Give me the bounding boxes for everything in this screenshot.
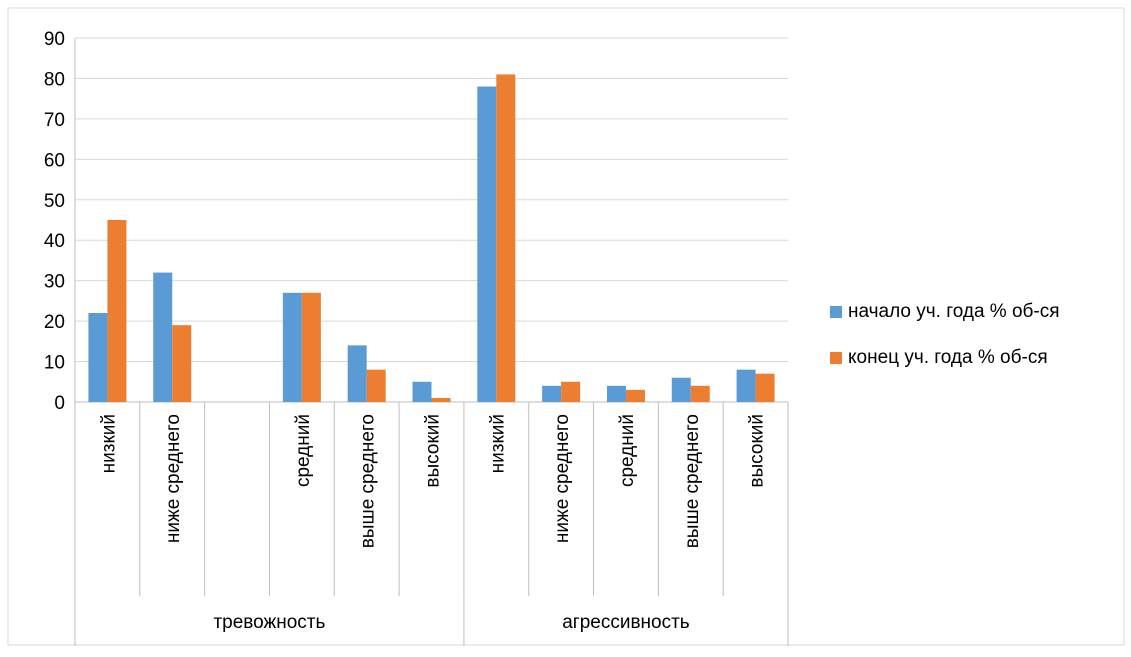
y-tick-label: 40 [44,231,65,252]
bar-start [412,381,432,402]
bar-end [561,381,581,402]
bar-end [301,292,321,402]
y-tick-label: 50 [44,191,65,212]
x-tick-label: средний [617,414,638,487]
legend-swatch [830,306,842,318]
y-tick-label: 30 [44,272,65,293]
legend-item: начало уч. года % об-ся [830,300,1060,324]
bar-start [477,86,497,403]
bar-end [431,397,451,402]
legend-item: конец уч. года % об-ся [830,346,1060,370]
x-tick-label: выше среднего [682,414,703,548]
group-label: тревожность [213,612,325,633]
bar-start [542,385,562,402]
bar-end [496,74,516,403]
bar-start [347,345,367,402]
group-label: агрессивность [562,612,690,633]
y-tick-label: 80 [44,69,65,90]
bar-start [282,292,302,402]
x-tick-label: средний [293,414,314,487]
x-tick-label: низкий [487,414,508,473]
bar-end [690,385,710,402]
bar-end [625,389,645,402]
y-tick-label: 10 [44,353,65,374]
legend-label: начало уч. года % об-ся [848,301,1060,322]
legend-label: конец уч. года % об-ся [848,347,1048,368]
bar-start [153,272,173,402]
x-tick-label: выше среднего [358,414,379,548]
y-tick-label: 70 [44,110,65,131]
bar-end [107,220,127,402]
y-tick-label: 0 [54,393,65,414]
bar-start [736,369,756,402]
bar-start [88,313,108,402]
bar-start [671,377,691,402]
bar-end [366,369,386,402]
x-tick-label: высокий [423,414,444,488]
chart-frame [7,7,1125,646]
x-tick-label: высокий [747,414,768,488]
x-tick-label: низкий [98,414,119,473]
y-tick-label: 60 [44,150,65,171]
bar-end [172,325,192,402]
y-tick-label: 20 [44,312,65,333]
y-tick-label: 90 [44,29,65,50]
x-tick-label: ниже среднего [552,414,573,543]
legend-swatch [830,352,842,364]
bar-start [606,385,626,402]
bar-end [755,373,775,402]
legend: начало уч. года % об-ся конец уч. года % … [830,300,1060,392]
x-tick-label: ниже среднего [163,414,184,543]
